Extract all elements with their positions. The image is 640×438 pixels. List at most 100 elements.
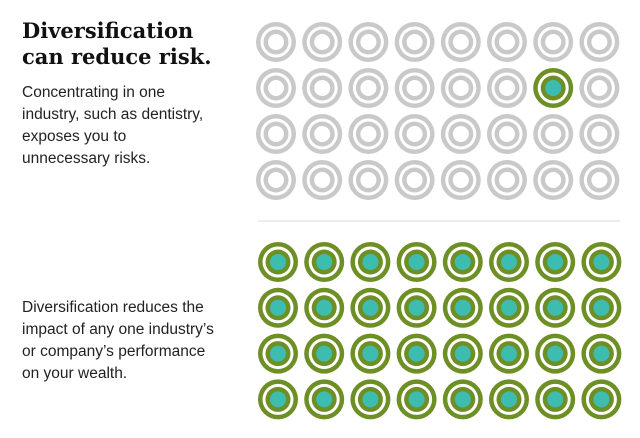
industry-icon [394, 114, 435, 154]
diversified-icon [581, 379, 622, 420]
industry-icon [348, 68, 389, 108]
diversified-icon [581, 333, 622, 374]
industry-icon [533, 22, 574, 62]
industry-icon [302, 22, 343, 62]
industry-icon [348, 22, 389, 62]
center [360, 80, 377, 96]
industry-icon [487, 160, 527, 200]
center [499, 172, 515, 188]
diversified-icon [396, 333, 437, 374]
diversified-icon [489, 333, 529, 374]
center [408, 299, 425, 316]
industry-icon [533, 114, 574, 154]
center [268, 34, 284, 50]
center [499, 80, 515, 96]
diversified-icon [489, 379, 529, 420]
industry-icon [579, 22, 620, 62]
industry-icon [440, 68, 481, 108]
center [408, 391, 425, 408]
center [501, 391, 517, 408]
industry-icon [579, 68, 620, 108]
industry-icon [256, 68, 296, 108]
center [547, 391, 564, 408]
center [268, 126, 284, 142]
text-line: or company’s performance [22, 343, 205, 360]
center [314, 34, 331, 50]
center [593, 391, 610, 408]
text-line: Diversification reduces the [22, 299, 204, 316]
center [406, 126, 423, 142]
diversified-icon [396, 287, 437, 328]
diversified-icon [304, 287, 345, 328]
diversified-icon [258, 287, 298, 328]
center [593, 345, 610, 362]
center [360, 172, 377, 188]
center [360, 126, 377, 142]
center [270, 299, 286, 316]
text-line: Concentrating in one [22, 84, 165, 101]
center [454, 345, 471, 362]
center [268, 80, 284, 96]
industry-icon [487, 114, 527, 154]
center [547, 299, 564, 316]
center [591, 126, 608, 142]
industry-icon [487, 68, 527, 108]
diversified-icon [442, 333, 483, 374]
center [501, 254, 517, 270]
diversified-icon [258, 242, 298, 282]
text-line: unnecessary risks. [22, 150, 150, 167]
center [362, 299, 379, 316]
center [360, 34, 377, 50]
center [454, 299, 471, 316]
industry-icon [348, 114, 389, 154]
diversified-icon [396, 242, 437, 282]
industry-icon [302, 68, 343, 108]
diversified-icon [535, 379, 576, 420]
center [408, 345, 425, 362]
industry-icon [440, 22, 481, 62]
center [316, 345, 333, 362]
diversified-icon [350, 333, 391, 374]
text-line: industry, such as dentistry, [22, 106, 203, 123]
concentration-text: Concentrating in one industry, such as de… [22, 84, 203, 167]
diversified-icon [396, 379, 437, 420]
diversified-icon [489, 242, 529, 282]
industry-icon [302, 160, 343, 200]
center [408, 254, 425, 270]
center [545, 80, 562, 96]
diversified-icon [535, 333, 576, 374]
center [362, 345, 379, 362]
diversified-icon [489, 287, 529, 328]
title-line: can reduce risk. [22, 44, 212, 69]
industry-icon [579, 114, 620, 154]
center [452, 172, 469, 188]
center [545, 34, 562, 50]
center [547, 345, 564, 362]
diversified-icon [533, 68, 574, 108]
center [362, 254, 379, 270]
center [547, 254, 564, 270]
center [406, 34, 423, 50]
diversification-text: Diversification reduces the impact of any… [22, 299, 214, 382]
diversified-icon [350, 379, 391, 420]
diversified-icon [442, 242, 483, 282]
diversified-icon [442, 379, 483, 420]
center [499, 34, 515, 50]
center [545, 172, 562, 188]
center [268, 172, 284, 188]
diversified-icon [535, 287, 576, 328]
diversified-icon [350, 242, 391, 282]
center [501, 299, 517, 316]
industry-icon [256, 114, 296, 154]
industry-icon [302, 114, 343, 154]
center [454, 254, 471, 270]
center [270, 254, 286, 270]
diversified-grid [258, 242, 622, 420]
diversified-icon [304, 333, 345, 374]
diversified-icon [442, 287, 483, 328]
industry-icon [256, 22, 296, 62]
center [593, 299, 610, 316]
